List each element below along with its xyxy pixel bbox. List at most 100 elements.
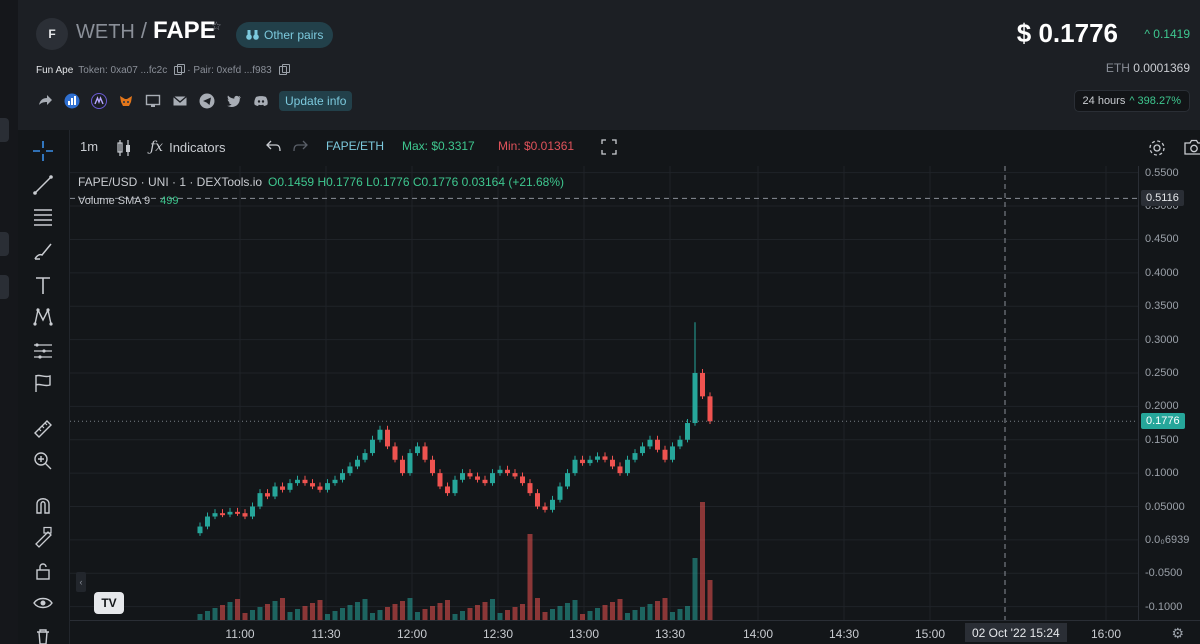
rail-nub[interactable] <box>0 118 9 142</box>
volume-bar <box>707 580 713 620</box>
eye-icon[interactable] <box>30 590 56 616</box>
volume-bar <box>602 605 608 620</box>
volume-bar <box>422 609 428 620</box>
volume-bar <box>235 599 240 620</box>
lock-draw-icon[interactable] <box>30 524 56 550</box>
legend-low: L0.1776 <box>366 175 410 189</box>
volume-bar <box>595 608 600 620</box>
pair-address: · Pair: 0xefd ...f983 <box>187 65 272 76</box>
email-icon[interactable] <box>171 92 189 110</box>
interval-selector[interactable]: 1m <box>80 139 98 154</box>
left-edge-rail <box>0 0 18 644</box>
price-tick-label: 0.4000 <box>1145 266 1179 279</box>
volume-bar <box>287 612 293 620</box>
candle-body <box>250 506 255 517</box>
time-tick-label: 16:00 <box>1090 627 1122 641</box>
dextools-icon[interactable] <box>63 92 81 110</box>
candle-body <box>347 466 353 474</box>
volume-bar <box>467 608 473 620</box>
telegram-icon[interactable] <box>198 92 216 110</box>
volume-bar <box>460 611 465 620</box>
ape-icon[interactable] <box>90 92 108 110</box>
candle-body <box>205 516 210 527</box>
settings-icon[interactable] <box>1148 139 1166 157</box>
volume-bar <box>377 610 383 620</box>
copy-token-icon[interactable] <box>174 64 186 75</box>
website-icon[interactable] <box>144 92 162 110</box>
candle-body <box>400 459 405 474</box>
volume-bar <box>280 598 285 620</box>
time-axis[interactable]: 02 Oct '22 15:24 ⚙ 11:00 11:30 12:00 12:30 1… <box>70 620 1200 644</box>
fx-icon: ƒx <box>150 139 164 155</box>
pair-label[interactable]: FAPE/ETH <box>326 139 384 153</box>
candle-body <box>557 486 563 500</box>
candle-body <box>602 456 608 460</box>
volume-bar <box>355 602 360 620</box>
metamask-icon[interactable] <box>117 92 135 110</box>
volume-bar <box>257 607 263 620</box>
candle-body <box>445 486 450 494</box>
indicators-button[interactable]: ƒx Indicators <box>150 139 225 155</box>
price-chart-plot[interactable] <box>70 166 1138 620</box>
favorite-star-icon[interactable]: ☆ <box>211 19 222 33</box>
magnet-tool-icon[interactable] <box>30 492 56 518</box>
price-change: ^ 0.1419 <box>1144 27 1190 41</box>
volume-bar <box>370 613 375 620</box>
fib-tool-icon[interactable] <box>30 204 56 230</box>
candle-body <box>482 479 488 484</box>
price-axis[interactable]: 0.55000.50000.45000.40000.35000.30000.25… <box>1138 166 1200 620</box>
pattern-tool-icon[interactable] <box>30 304 56 330</box>
rail-nub[interactable] <box>0 232 9 256</box>
redo-icon[interactable] <box>292 139 308 153</box>
rail-nub[interactable] <box>0 275 9 299</box>
token-name: Fun Ape <box>36 65 74 76</box>
other-pairs-label: Other pairs <box>264 28 324 42</box>
crosshair-price-tag: 0.5116 <box>1141 190 1184 207</box>
fullscreen-icon[interactable] <box>601 139 617 155</box>
time-tick-label: 14:00 <box>742 627 774 641</box>
volume-legend: Volume SMA 9 499 <box>78 195 179 207</box>
lock-icon[interactable] <box>30 558 56 584</box>
volume-bar <box>445 600 450 620</box>
volume-bar <box>475 605 480 620</box>
volume-bar <box>317 600 323 620</box>
undo-icon[interactable] <box>266 139 282 153</box>
volume-bar <box>535 598 540 620</box>
update-info-button[interactable]: Update info <box>279 91 353 111</box>
time-tick-label: 14:30 <box>828 627 860 641</box>
candle-body <box>505 469 510 474</box>
twitter-icon[interactable] <box>225 92 243 110</box>
text-tool-icon[interactable] <box>30 272 56 298</box>
period-change-value: ^ 398.27% <box>1129 95 1181 107</box>
candle-body <box>685 423 690 440</box>
axis-settings-icon[interactable]: ⚙ <box>1171 625 1184 641</box>
crosshair-tool-icon[interactable] <box>30 138 56 164</box>
prediction-tool-icon[interactable] <box>30 338 56 364</box>
token-avatar: F <box>36 18 68 50</box>
collapse-toolbar-button[interactable]: ‹ <box>76 572 86 592</box>
ruler-tool-icon[interactable] <box>30 416 56 442</box>
zoom-tool-icon[interactable] <box>30 448 56 474</box>
candle-body <box>415 446 420 454</box>
chart-type-candles-icon[interactable] <box>116 139 132 157</box>
price-tick-label: -0.0500 <box>1145 567 1183 580</box>
candle-body <box>362 453 368 460</box>
period-change-selector[interactable]: 24 hours ^ 398.27% <box>1073 90 1190 112</box>
copy-pair-icon[interactable] <box>278 64 290 75</box>
other-pairs-button[interactable]: Other pairs <box>236 22 334 48</box>
share-icon[interactable] <box>36 92 54 110</box>
trash-icon[interactable] <box>30 624 56 644</box>
flag-tool-icon[interactable] <box>30 370 56 396</box>
candle-body <box>257 493 263 507</box>
trendline-tool-icon[interactable] <box>30 172 56 198</box>
camera-icon[interactable] <box>1184 139 1200 155</box>
price-tick-label: 0.4500 <box>1145 233 1179 246</box>
candle-body <box>430 459 435 474</box>
candle-body <box>610 459 615 467</box>
price-tick-label: -0.1000 <box>1145 600 1183 613</box>
candle-body <box>535 493 540 507</box>
discord-icon[interactable] <box>252 92 270 110</box>
pair-title: WETH / FAPE <box>76 17 216 45</box>
price-tick-label: 0.1500 <box>1145 433 1179 446</box>
brush-tool-icon[interactable] <box>30 238 56 264</box>
